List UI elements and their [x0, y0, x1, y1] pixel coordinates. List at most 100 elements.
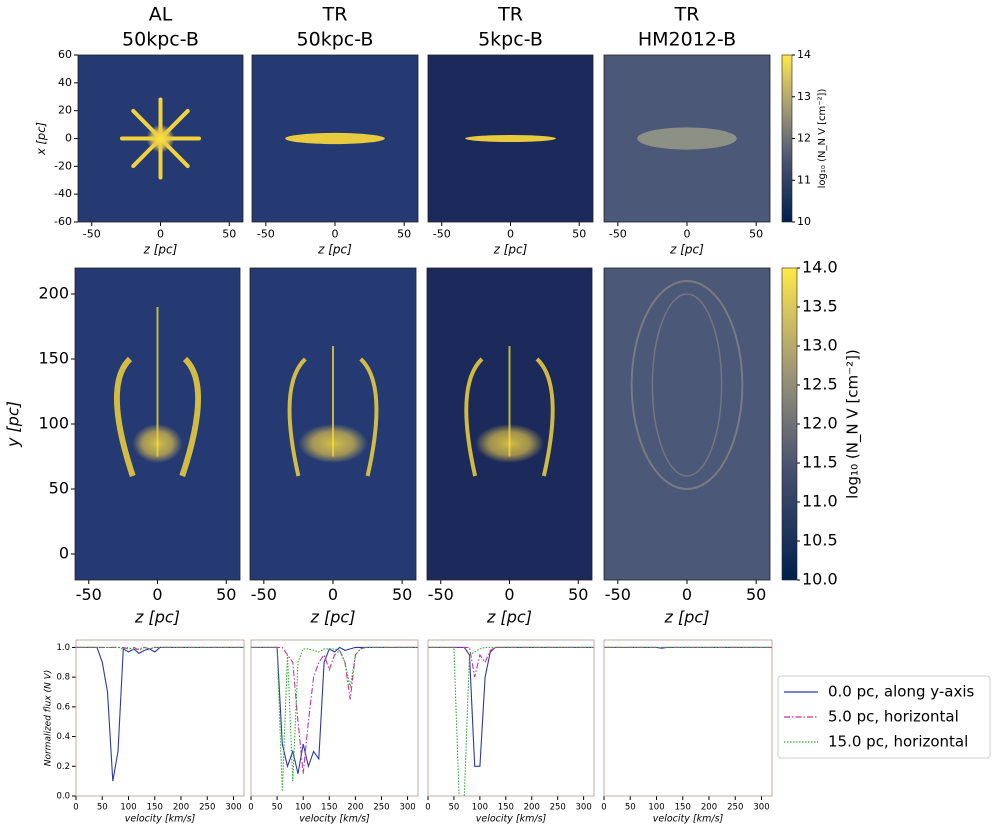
axes-frame	[604, 640, 772, 796]
x-tick-label: 0	[328, 585, 338, 604]
plot-area	[75, 268, 240, 580]
legend-label: 15.0 pc, horizontal	[828, 733, 968, 751]
x-tick-label: 0	[73, 803, 78, 813]
axes-frame	[428, 640, 594, 796]
flux-line	[428, 647, 594, 677]
image-feature	[147, 125, 175, 153]
y-tick-label: 100	[38, 414, 69, 433]
x-tick-label: 0	[157, 228, 164, 241]
image-feature	[465, 135, 556, 142]
y-tick-label: -60	[54, 215, 72, 228]
x-tick-label: 0	[504, 585, 514, 604]
colorbar-tick-label: 13	[797, 90, 811, 103]
plot-area	[250, 268, 416, 580]
column-title: TR	[497, 4, 523, 26]
y-tick-label: -40	[54, 187, 72, 200]
x-tick-label: 300	[753, 803, 769, 813]
y-tick-label: 0.2	[56, 762, 70, 772]
colorbar	[782, 55, 792, 222]
x-tick-label: 50	[222, 228, 236, 241]
x-axis-label: z [pc]	[669, 243, 704, 257]
column-title: 5kpc-B	[478, 29, 543, 51]
legend-label: 0.0 pc, along y-axis	[828, 683, 975, 701]
y-tick-label: 0.8	[56, 673, 70, 683]
x-axis-label: z [pc]	[493, 243, 528, 257]
axes-frame	[251, 640, 418, 796]
column-title: 50kpc-B	[297, 29, 374, 51]
x-tick-label: 0	[682, 585, 692, 604]
colorbar-tick-label: 11.0	[802, 492, 838, 511]
x-tick-label: 0	[332, 228, 339, 241]
x-tick-label: 0	[425, 803, 430, 813]
plot-area	[251, 647, 418, 791]
y-tick-label: 0.4	[56, 732, 70, 742]
image-background	[604, 268, 770, 580]
x-tick-label: 50	[625, 803, 636, 813]
x-tick-label: -50	[428, 585, 454, 604]
x-tick-label: 200	[701, 803, 717, 813]
colorbar-tick-label: 13.0	[802, 336, 838, 355]
flux-line	[428, 647, 594, 796]
x-tick-label: -50	[609, 228, 627, 241]
x-tick-label: 250	[199, 803, 215, 813]
flux-line	[76, 647, 244, 781]
x-tick-label: 50	[97, 803, 108, 813]
x-tick-label: 0	[248, 803, 253, 813]
x-axis-label: velocity [km/s]	[476, 814, 547, 825]
x-tick-label: 100	[295, 803, 311, 813]
colorbar	[782, 268, 797, 580]
image-feature	[298, 424, 367, 463]
flux-line	[251, 647, 418, 773]
y-tick-label: 20	[58, 104, 72, 117]
colorbar-tick-label: 13.5	[802, 297, 838, 316]
y-tick-label: -20	[54, 159, 72, 172]
x-tick-label: 50	[572, 228, 586, 241]
plot-area	[427, 268, 592, 580]
x-tick-label: 150	[498, 803, 514, 813]
image-feature	[133, 424, 183, 463]
x-axis-label: velocity [km/s]	[125, 814, 196, 825]
x-tick-label: -50	[76, 585, 102, 604]
colorbar-tick-label: 11	[797, 173, 811, 186]
colorbar-tick-label: 10.0	[802, 570, 838, 589]
plot-area	[604, 268, 770, 580]
colorbar-tick-label: 14.0	[802, 258, 838, 277]
y-tick-label: 1.0	[56, 643, 70, 653]
x-tick-label: 50	[397, 228, 411, 241]
plot-area	[604, 55, 770, 222]
colorbar-label: log₁₀ (N_N V [cm⁻²])	[817, 89, 828, 189]
x-axis-label: velocity [km/s]	[299, 814, 370, 825]
plot-area	[428, 647, 594, 796]
flux-line	[251, 647, 418, 773]
y-tick-label: 0.6	[56, 702, 70, 712]
x-tick-label: 50	[749, 228, 763, 241]
y-axis-label: y [pc]	[4, 401, 23, 448]
colorbar-tick-label: 12	[797, 132, 811, 145]
legend-label: 5.0 pc, horizontal	[828, 708, 959, 726]
column-title: HM2012-B	[638, 29, 736, 51]
x-axis-label: z [pc]	[317, 243, 352, 257]
y-tick-label: 0	[59, 544, 69, 563]
colorbar-tick-label: 12.5	[802, 375, 838, 394]
x-tick-label: -50	[257, 228, 275, 241]
y-tick-label: 50	[49, 479, 69, 498]
x-tick-label: 150	[147, 803, 163, 813]
column-title: TR	[674, 4, 700, 26]
plot-area	[76, 647, 244, 781]
x-tick-label: 200	[347, 803, 363, 813]
x-tick-label: 250	[550, 803, 566, 813]
x-tick-label: 50	[216, 585, 236, 604]
x-tick-label: 0	[152, 585, 162, 604]
x-tick-label: 50	[568, 585, 588, 604]
x-axis-label: z [pc]	[310, 608, 356, 627]
y-axis-label: x [pc]	[34, 122, 48, 156]
x-tick-label: 250	[373, 803, 389, 813]
x-tick-label: 300	[576, 803, 592, 813]
x-tick-label: -50	[251, 585, 277, 604]
x-tick-label: 100	[648, 803, 664, 813]
y-tick-label: 0.0	[56, 792, 70, 802]
x-tick-label: -50	[605, 585, 631, 604]
y-tick-label: 60	[58, 48, 72, 61]
image-feature	[637, 127, 737, 149]
x-tick-label: 50	[272, 803, 283, 813]
